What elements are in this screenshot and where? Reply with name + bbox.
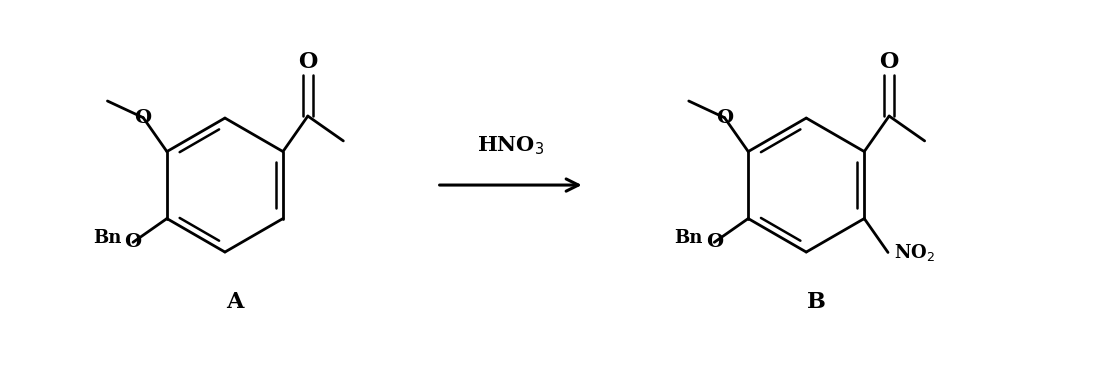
Text: O: O xyxy=(299,51,317,73)
Text: Bn: Bn xyxy=(93,229,121,247)
Text: HNO$_3$: HNO$_3$ xyxy=(477,135,544,158)
Text: O: O xyxy=(706,233,723,251)
Text: O: O xyxy=(879,51,899,73)
Text: A: A xyxy=(226,291,243,313)
Text: O: O xyxy=(716,109,733,127)
Text: Bn: Bn xyxy=(674,229,703,247)
Text: O: O xyxy=(134,109,152,127)
Text: B: B xyxy=(807,291,826,313)
Text: NO$_2$: NO$_2$ xyxy=(894,242,935,263)
Text: O: O xyxy=(124,233,142,251)
